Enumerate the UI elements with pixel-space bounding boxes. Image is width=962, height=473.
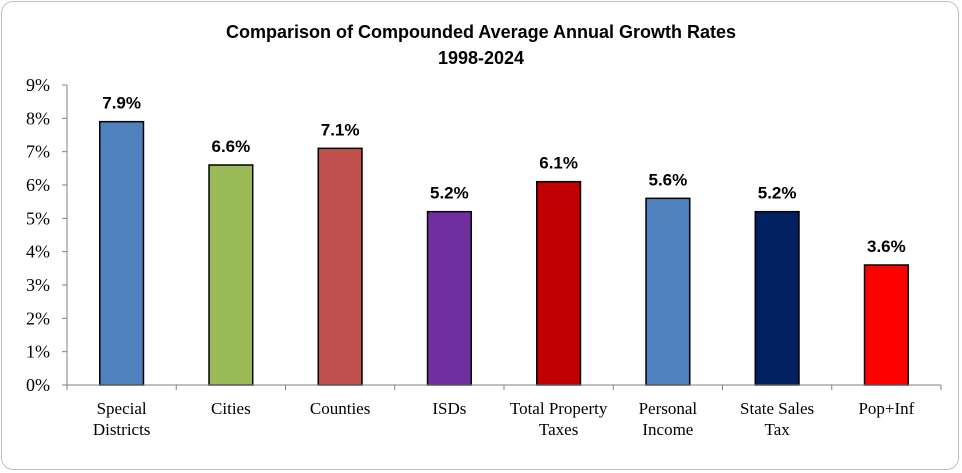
- y-axis: 0% 1% 2% 3% 4% 5% 6% 7% 8% 9%: [26, 75, 68, 395]
- data-label: 5.2%: [758, 184, 797, 203]
- data-label: 6.6%: [212, 137, 251, 156]
- chart-subtitle: 1998-2024: [438, 48, 524, 68]
- y-tick-label: 9%: [26, 75, 50, 95]
- bar: [645, 197, 691, 386]
- x-axis: Special Districts Cities Counties ISDs Total …: [66, 384, 942, 439]
- x-tick-label: Counties: [310, 399, 370, 418]
- chart-title: Comparison of Compounded Average Annual …: [226, 22, 736, 42]
- y-tick-label: 1%: [26, 342, 50, 362]
- x-tick-label: Total Property Taxes: [510, 399, 608, 439]
- x-tick-label: Cities: [211, 399, 251, 418]
- bar: [99, 120, 145, 386]
- y-tick-label: 2%: [26, 308, 50, 328]
- x-tick-label: Personal Income: [639, 399, 698, 439]
- y-tick-label: 0%: [26, 375, 50, 395]
- bar: [426, 210, 472, 386]
- x-tick-label: Special Districts: [93, 399, 151, 439]
- y-tick-label: 3%: [26, 275, 50, 295]
- bar: [863, 264, 909, 386]
- bar: [317, 147, 363, 386]
- y-tick-label: 8%: [26, 108, 50, 128]
- bar: [754, 210, 800, 386]
- data-label: 5.2%: [430, 184, 469, 203]
- bar: [536, 180, 582, 386]
- data-label: 3.6%: [867, 237, 906, 256]
- x-tick-label: State Sales Tax: [740, 399, 814, 439]
- data-label: 7.1%: [321, 120, 360, 139]
- y-tick-label: 4%: [26, 242, 50, 262]
- y-tick-label: 7%: [26, 142, 50, 162]
- x-tick-label: ISDs: [432, 399, 466, 418]
- y-tick-label: 6%: [26, 175, 50, 195]
- data-label: 7.9%: [102, 94, 141, 113]
- x-tick-label: Pop+Inf: [858, 399, 914, 418]
- y-tick-label: 5%: [26, 208, 50, 228]
- data-label: 6.1%: [539, 154, 578, 173]
- bars: 7.9% 6.6% 7.1% 5.2% 6.1% 5.6% 5.2% 3.6%: [99, 94, 909, 386]
- data-label: 5.6%: [649, 170, 688, 189]
- bar: [208, 164, 254, 386]
